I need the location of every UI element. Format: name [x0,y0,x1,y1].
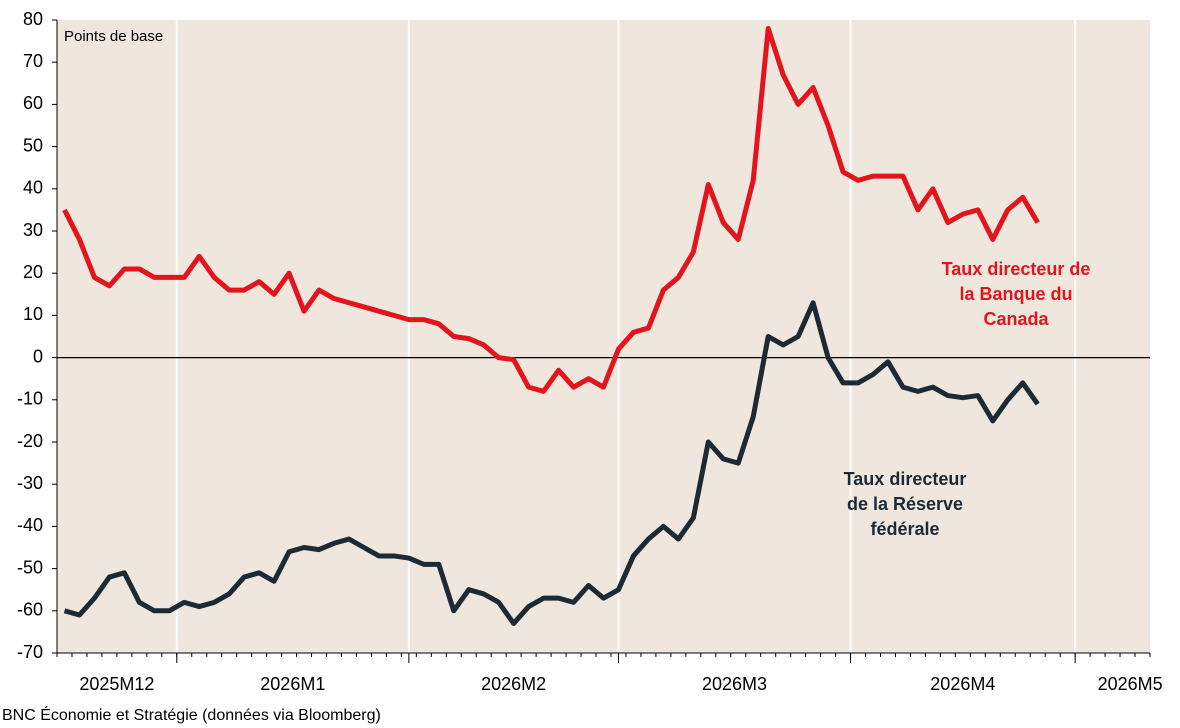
y-tick-label: 70 [23,51,43,71]
annotation: Taux directeur de [942,259,1091,279]
annotation: Taux directeur [844,469,967,489]
source: BNC Économie et Stratégie (données via B… [2,705,381,724]
x-tick-label: 2025M12 [79,674,154,694]
y-tick-label: -10 [17,389,43,409]
y-tick-label: -70 [17,642,43,662]
y-tick-label: 30 [23,220,43,240]
x-tick-label: 2026M4 [930,674,995,694]
y-tick-label: 40 [23,178,43,198]
y-tick-label: -20 [17,431,43,451]
annotation: fédérale [870,519,939,539]
y-tick-label: -60 [17,600,43,620]
x-tick-label: 2026M5 [1098,674,1163,694]
y-axis-label: Points de base [64,28,163,45]
y-tick-label: -40 [17,515,43,535]
annotation: Canada [983,309,1049,329]
x-tick-label: 2026M1 [260,674,325,694]
y-tick-label: 80 [23,9,43,29]
x-tick-label: 2026M2 [481,674,546,694]
y-tick-label: 50 [23,135,43,155]
plot-background [57,20,1150,653]
y-tick-label: 10 [23,304,43,324]
y-tick-label: -30 [17,473,43,493]
line [62,25,1040,394]
x-tick-label: 2026M3 [702,674,767,694]
line [63,300,1040,626]
y-tick-label: -50 [17,557,43,577]
y-tick-label: 0 [33,346,43,366]
y-tick-label: 20 [23,262,43,282]
annotation: la Banque du [959,284,1072,304]
annotation: de la Réserve [847,494,963,514]
y-tick-label: 60 [23,93,43,113]
